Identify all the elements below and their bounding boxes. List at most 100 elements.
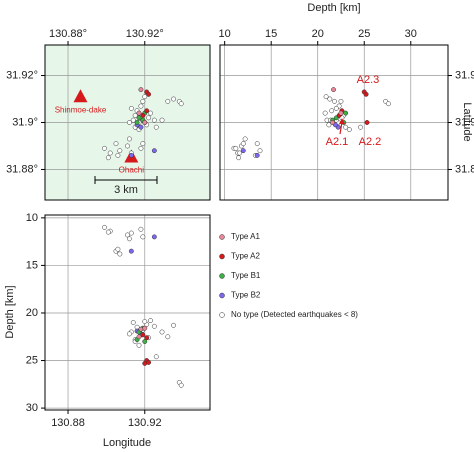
event-marker — [240, 148, 246, 154]
x-tick-label: 20 — [312, 28, 324, 40]
event-marker — [140, 234, 146, 240]
legend-label: No type (Detected earthquakes < 8) — [231, 310, 358, 319]
event-marker — [151, 323, 157, 329]
x-tick-label: 25 — [358, 28, 370, 40]
event-marker — [257, 148, 263, 154]
legend-marker — [219, 292, 225, 299]
event-marker — [333, 105, 339, 111]
event-marker — [115, 246, 121, 252]
legend-label: Type B2 — [231, 291, 261, 300]
event-marker — [130, 117, 136, 123]
y-axis-label: Depth [km] — [4, 285, 16, 338]
event-marker — [323, 94, 329, 100]
event-marker — [165, 98, 171, 104]
event-marker — [125, 232, 130, 238]
legend-marker — [219, 273, 225, 279]
volcano-label: Ohachi — [119, 166, 145, 175]
event-marker — [105, 229, 111, 235]
event-marker — [136, 342, 142, 348]
event-marker — [148, 318, 153, 324]
event-marker — [102, 145, 107, 151]
x-tick-label: 130.88 — [51, 417, 85, 429]
event-marker — [130, 320, 136, 325]
event-marker — [242, 136, 248, 142]
legend-label: Type B1 — [231, 271, 261, 280]
event-marker — [142, 120, 148, 125]
event-marker — [240, 141, 246, 147]
event-marker — [142, 360, 148, 366]
event-marker — [126, 236, 132, 242]
event-marker — [338, 98, 344, 104]
event-marker — [142, 319, 148, 324]
y-tick-label: 31.88° — [6, 163, 38, 175]
event-marker — [138, 226, 144, 232]
event-marker — [159, 117, 165, 123]
y-tick-label: 31.92° — [6, 69, 38, 81]
event-marker — [254, 141, 260, 147]
y-tick-label: 31.88 — [455, 163, 474, 175]
event-marker — [138, 124, 144, 130]
annotation-arrowhead — [339, 118, 345, 124]
event-marker — [142, 325, 148, 331]
event-marker — [358, 124, 363, 130]
event-marker — [363, 91, 369, 97]
event-marker — [138, 103, 144, 109]
event-marker — [151, 117, 157, 123]
x-tick-label: 130.92° — [126, 28, 164, 40]
event-marker — [136, 115, 142, 121]
event-marker — [338, 110, 344, 116]
event-marker — [146, 115, 152, 121]
y-tick-label: 10 — [26, 212, 38, 224]
event-marker — [364, 120, 370, 125]
event-marker — [140, 98, 146, 104]
event-marker — [126, 136, 132, 142]
event-marker — [142, 339, 148, 344]
longitude-depth-frame — [44, 214, 211, 411]
y-tick-label: 25 — [26, 354, 38, 366]
x-tick-label: 15 — [265, 28, 277, 40]
event-marker — [128, 152, 134, 158]
event-marker — [134, 120, 140, 125]
event-marker — [159, 329, 165, 335]
event-marker — [117, 148, 123, 154]
y-tick-label: 30 — [26, 402, 38, 414]
y-tick-label: 31.92 — [455, 69, 474, 81]
scale-bar-label: 3 km — [114, 184, 138, 196]
legend-label: Type A2 — [231, 252, 260, 261]
volcano-label: Shinmoe-dake — [55, 105, 107, 114]
event-marker — [128, 230, 134, 236]
annotation: A2.1 — [326, 136, 349, 148]
event-marker — [343, 110, 349, 116]
depth-latitude-frame — [219, 44, 449, 201]
annotation: A2.2 — [359, 136, 382, 148]
annotation: A2.3 — [357, 74, 380, 86]
event-marker — [151, 148, 157, 154]
event-marker — [171, 96, 176, 102]
legend: Type A1 Type A2 Type B1 Type B2 No type (Det… — [219, 232, 358, 319]
event-marker — [107, 150, 113, 156]
volcano-marker — [73, 89, 88, 103]
x-tick-label: 130.92 — [128, 417, 162, 429]
y-tick-label: 31.90 — [455, 116, 474, 128]
event-marker — [113, 141, 119, 147]
event-marker — [140, 141, 146, 147]
event-marker — [329, 108, 335, 114]
event-marker — [254, 152, 260, 158]
event-marker — [171, 322, 176, 328]
event-marker — [346, 127, 352, 132]
event-marker — [138, 87, 144, 93]
event-marker — [343, 124, 349, 130]
event-marker — [331, 87, 336, 93]
event-marker — [140, 332, 146, 338]
legend-marker — [219, 312, 225, 318]
event-marker — [165, 334, 171, 340]
event-marker — [385, 101, 391, 107]
event-marker — [138, 145, 144, 151]
event-marker — [153, 124, 159, 130]
y-tick-label: 20 — [26, 307, 38, 319]
y-axis-label: Latitude — [461, 102, 473, 141]
event-marker — [326, 122, 332, 128]
event-marker — [128, 248, 134, 254]
x-tick-label: 10 — [219, 28, 231, 40]
event-marker — [102, 224, 107, 230]
